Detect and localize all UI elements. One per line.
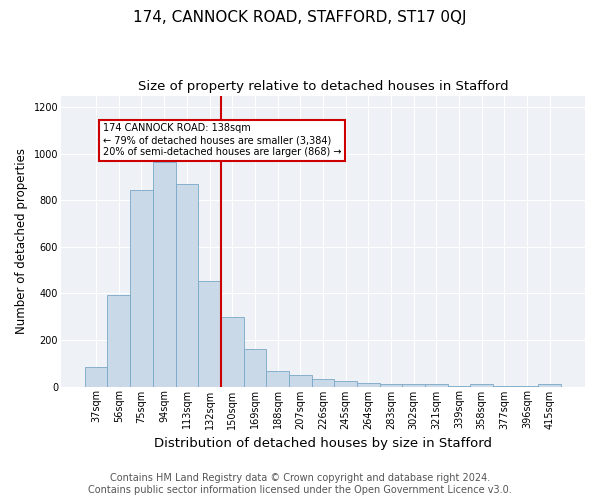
Bar [221,317,244,386]
Text: 174 CANNOCK ROAD: 138sqm
← 79% of detached houses are smaller (3,384)
20% of sem: 174 CANNOCK ROAD: 138sqm ← 79% of detach… [103,124,341,156]
Bar [311,379,334,386]
Bar [107,296,130,386]
Bar [538,384,561,386]
Y-axis label: Number of detached properties: Number of detached properties [15,148,28,334]
Bar [334,382,357,386]
Bar [130,190,153,386]
X-axis label: Distribution of detached houses by size in Stafford: Distribution of detached houses by size … [154,437,492,450]
Title: Size of property relative to detached houses in Stafford: Size of property relative to detached ho… [137,80,508,93]
Bar [198,282,221,387]
Bar [176,184,198,386]
Text: 174, CANNOCK ROAD, STAFFORD, ST17 0QJ: 174, CANNOCK ROAD, STAFFORD, ST17 0QJ [133,10,467,25]
Bar [403,384,425,386]
Bar [153,162,176,386]
Bar [85,368,107,386]
Bar [266,372,289,386]
Bar [289,375,311,386]
Bar [470,384,493,386]
Bar [380,384,403,386]
Bar [357,384,380,386]
Bar [244,350,266,387]
Bar [425,384,448,386]
Text: Contains HM Land Registry data © Crown copyright and database right 2024.
Contai: Contains HM Land Registry data © Crown c… [88,474,512,495]
